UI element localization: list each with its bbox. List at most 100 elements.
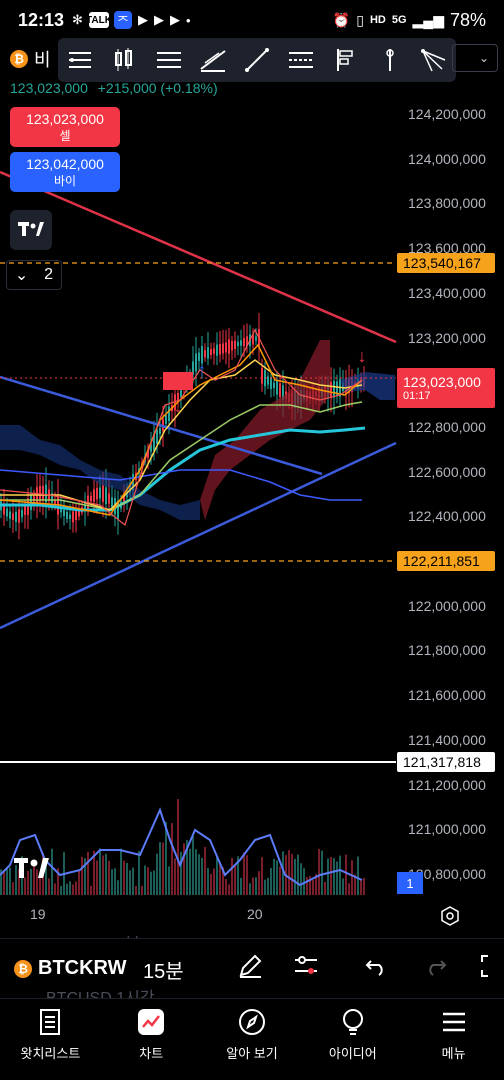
volume-bar (3, 870, 5, 895)
candle-body (210, 348, 212, 356)
volume-bar (279, 866, 281, 895)
volume-bar (267, 877, 269, 895)
candle-body (69, 514, 71, 519)
volume-bar (18, 869, 20, 895)
timeframe-dropdown[interactable]: ⌄ (452, 44, 498, 72)
volume-bar (108, 860, 110, 895)
volume-bar (273, 858, 275, 895)
candle-body (261, 367, 263, 384)
volume-bar (249, 883, 251, 895)
volume-bar (186, 840, 188, 895)
hd-voice-icon: HD (369, 14, 386, 26)
volume-bar (294, 858, 296, 895)
candle-body (111, 497, 113, 507)
menu-icon (439, 1007, 469, 1037)
talk-app-icon: TALK (86, 12, 112, 28)
candle-body (90, 495, 92, 502)
descending-trendline-red (0, 170, 397, 344)
symbol-header[interactable]: ₿ 비 (10, 46, 51, 72)
fib-retracement-tool-icon[interactable] (64, 44, 96, 76)
ma-cyan (0, 426, 366, 512)
chart-settings-icon[interactable] (440, 906, 460, 926)
pitchfork-tool-icon[interactable] (329, 44, 361, 76)
drawing-toolbar (58, 38, 456, 82)
price-axis-label: 122,000,000 (408, 597, 486, 614)
candle-body (216, 344, 218, 356)
trend-line-tool-icon[interactable] (241, 44, 273, 76)
lightbulb-icon (338, 1007, 368, 1037)
parallel-lines-tool-icon[interactable] (153, 44, 185, 76)
ichimoku-cloud-blue (0, 425, 200, 520)
volume-bar (204, 846, 206, 895)
volume-bar (351, 860, 353, 895)
candle-body (57, 496, 59, 515)
candle-body (231, 340, 233, 351)
price-axis-label: 123,200,000 (408, 329, 486, 346)
buy-button[interactable]: 123,042,000 바이 (10, 152, 120, 192)
volume-bar (315, 873, 317, 895)
symbol-search-button[interactable]: ₿ BTCKRW (0, 957, 127, 980)
nav-menu[interactable]: 메뉴 (403, 999, 504, 1080)
candle-body (123, 493, 125, 505)
candle-body (225, 342, 227, 353)
symbol-ticker: BTCKRW (38, 957, 127, 979)
volume-ma-line (0, 807, 363, 887)
tradingview-logo-icon (18, 222, 44, 236)
price-chart[interactable]: ↓ ↑ ↓ (0, 0, 504, 900)
candle-body (105, 487, 107, 505)
watchlist-icon (35, 1007, 65, 1037)
volume-bar (156, 853, 158, 895)
indicator-count: 2 (44, 266, 54, 283)
redo-icon[interactable] (422, 952, 450, 980)
candle-body (12, 513, 14, 520)
symbol-name: 비 (34, 50, 51, 70)
nav-watchlist[interactable]: 왓치리스트 (0, 999, 101, 1080)
candle-body (255, 336, 257, 341)
price-axis-label: 121,000,000 (408, 821, 486, 838)
nav-ideas-label: 아이디어 (328, 1046, 377, 1061)
indicators-collapse-button[interactable]: ⌄ 2 (6, 260, 62, 290)
indicators-sliders-icon[interactable] (292, 952, 320, 980)
candle-body (192, 361, 194, 375)
undo-icon[interactable] (362, 952, 390, 980)
volume-bar (48, 878, 50, 895)
flag-tool-icon[interactable] (374, 44, 406, 76)
fib-fan-tool-icon[interactable] (418, 44, 450, 76)
nav-chart[interactable]: 차트 (101, 999, 202, 1080)
nav-ideas[interactable]: 아이디어 (302, 999, 403, 1080)
volume-bar (120, 848, 122, 895)
candle-body (66, 511, 68, 520)
nav-explore[interactable]: 알아 보기 (202, 999, 303, 1080)
ascending-trendline-blue (0, 441, 397, 630)
horizontal-ray-tool-icon[interactable] (285, 44, 317, 76)
candle-body (96, 487, 98, 500)
volume-bar (30, 868, 32, 895)
candle-body (78, 510, 80, 517)
volume-bar (6, 867, 8, 895)
volume-bar (336, 861, 338, 895)
draw-pen-icon[interactable] (236, 952, 264, 980)
tradingview-logo-button[interactable] (10, 210, 52, 250)
fullscreen-icon[interactable] (478, 952, 504, 980)
volume-bar (75, 881, 77, 895)
volume-bar (117, 880, 119, 895)
volume-bar (60, 886, 62, 895)
volume-bar (159, 842, 161, 895)
candle-body (168, 406, 170, 422)
candles-tool-icon[interactable] (108, 44, 140, 76)
last-price: 123,023,000 (10, 80, 88, 96)
alarm-icon: ⏰ (332, 11, 351, 28)
candle-body (222, 343, 224, 354)
trend-angle-tool-icon[interactable] (197, 44, 229, 76)
volume-bar (270, 868, 272, 895)
nav-chart-label: 차트 (139, 1046, 164, 1061)
buy-price: 123,042,000 (26, 156, 104, 172)
price-axis-label: 123,400,000 (408, 284, 486, 301)
candle-body (273, 382, 275, 389)
price-axis-label: 122,600,000 (408, 463, 486, 480)
sell-button[interactable]: 123,023,000 셀 (10, 107, 120, 147)
ma-orange (0, 343, 363, 516)
interval-button[interactable]: 15분 (143, 961, 184, 983)
candle-body (24, 506, 26, 515)
volume-bar (258, 871, 260, 895)
